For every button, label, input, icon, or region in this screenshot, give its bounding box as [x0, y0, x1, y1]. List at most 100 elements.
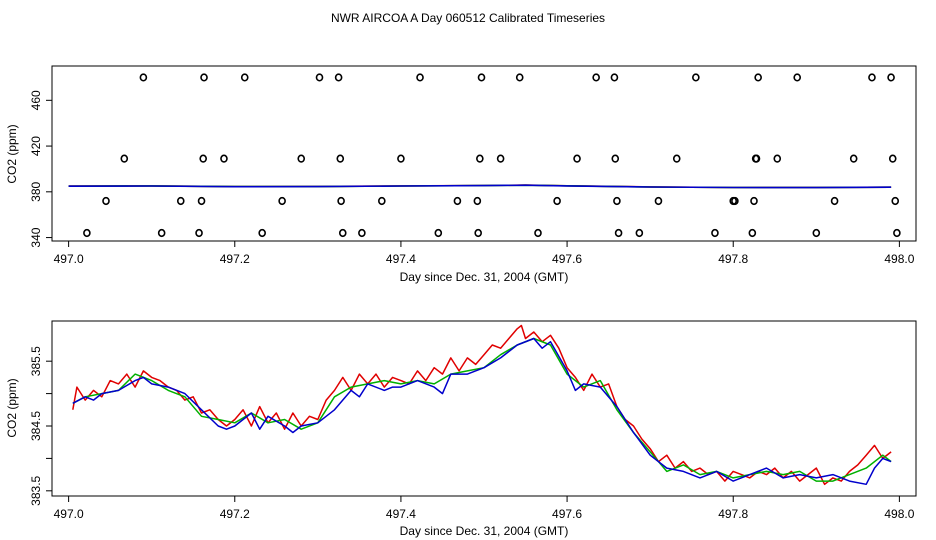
- top-y-tick-label: 380: [29, 181, 43, 201]
- bottom-y-axis-label: CO2 (ppm): [5, 378, 19, 437]
- top-scatter-point: [752, 154, 761, 163]
- bottom-plot-frame: [51, 320, 917, 497]
- top-scatter-point: [553, 196, 561, 206]
- top-x-axis-label: Day since Dec. 31, 2004 (GMT): [400, 270, 569, 284]
- top-scatter-point: [416, 73, 424, 82]
- bottom-series-red: [72, 324, 892, 486]
- bottom-x-tick-label: 497.0: [54, 507, 84, 521]
- top-scatter-point: [139, 73, 148, 82]
- top-scatter-point: [750, 196, 758, 206]
- top-scatter-point: [434, 228, 443, 238]
- top-scatter-point: [573, 154, 581, 163]
- top-scatter-point: [812, 228, 821, 238]
- bottom-y-tick-label: 383.5: [29, 475, 43, 505]
- top-scatter-point: [849, 154, 858, 163]
- top-scatter-point: [337, 196, 345, 206]
- top-scatter-point: [476, 154, 484, 163]
- top-scatter-point: [731, 196, 739, 206]
- top-scatter-point: [592, 73, 600, 82]
- top-scatter-point: [120, 154, 129, 163]
- top-x-tick-label: 497.2: [220, 252, 250, 266]
- top-scatter-point: [891, 196, 900, 206]
- top-scatter-point: [610, 73, 619, 82]
- top-scatter-point: [197, 196, 206, 206]
- top-scatter-point: [220, 154, 228, 163]
- top-scatter-point: [614, 228, 623, 238]
- top-scatter-point: [611, 154, 620, 163]
- top-y-tick-label: 340: [29, 227, 43, 247]
- top-scatter-point: [338, 228, 347, 238]
- top-scatter-point: [336, 154, 345, 163]
- bottom-y-tick-label: 385.5: [29, 346, 43, 376]
- top-scatter-points: [83, 73, 901, 238]
- bottom-y-axis: 383.5 384.5 385.5: [29, 346, 52, 506]
- bottom-x-tick-label: 498.0: [884, 507, 914, 521]
- top-scatter-point: [754, 73, 762, 82]
- top-scatter-point: [176, 196, 185, 206]
- top-scatter-point: [397, 154, 405, 163]
- top-scatter-point: [358, 228, 366, 238]
- bottom-series-lines: [72, 324, 892, 486]
- bottom-x-tick-label: 497.2: [220, 507, 250, 521]
- bottom-series-green: [72, 337, 892, 482]
- bottom-panel: 497.0 497.2 497.4 497.6 497.8 498.0 383.5 384.…: [5, 320, 917, 538]
- top-y-axis-label: CO2 (ppm): [5, 124, 19, 183]
- top-series-blue: [68, 184, 892, 189]
- top-x-tick-label: 498.0: [884, 252, 914, 266]
- top-scatter-point: [278, 196, 286, 206]
- top-panel: 497.0 497.2 497.4 497.6 497.8 498.0 340 380 420…: [5, 65, 917, 284]
- top-scatter-point: [672, 154, 681, 163]
- top-scatter-point: [635, 228, 644, 238]
- top-x-tick-label: 497.0: [54, 252, 84, 266]
- top-plot-frame: [51, 65, 917, 242]
- top-scatter-point: [453, 196, 462, 206]
- top-scatter-point: [83, 228, 91, 238]
- top-y-tick-label: 460: [29, 90, 43, 110]
- top-scatter-point: [613, 196, 621, 206]
- top-scatter-point: [157, 228, 166, 238]
- top-scatter-point: [240, 73, 249, 82]
- bottom-x-axis: 497.0 497.2 497.4 497.6 497.8 498.0: [54, 496, 915, 521]
- top-scatter-point: [773, 154, 782, 163]
- top-scatter-point: [496, 154, 505, 163]
- top-scatter-point: [748, 228, 757, 238]
- top-x-tick-label: 497.8: [718, 252, 748, 266]
- top-scatter-point: [474, 228, 482, 238]
- bottom-x-tick-label: 497.4: [386, 507, 416, 521]
- bottom-y-tick-label: 384.5: [29, 411, 43, 441]
- chart-title: NWR AIRCOA A Day 060512 Calibrated Times…: [331, 11, 605, 25]
- top-scatter-point: [378, 196, 386, 206]
- top-scatter-point: [473, 196, 482, 206]
- top-scatter-point: [477, 73, 486, 82]
- top-x-tick-label: 497.6: [552, 252, 582, 266]
- top-scatter-point: [334, 73, 343, 82]
- top-scatter-point: [893, 228, 901, 238]
- top-scatter-point: [200, 73, 208, 82]
- bottom-x-axis-label: Day since Dec. 31, 2004 (GMT): [400, 524, 569, 538]
- top-scatter-point: [199, 154, 207, 163]
- top-scatter-point: [692, 73, 700, 82]
- top-scatter-point: [830, 196, 839, 206]
- top-x-axis: 497.0 497.2 497.4 497.6 497.8 498.0: [54, 241, 915, 266]
- top-scatter-point: [534, 228, 542, 238]
- bottom-x-tick-label: 497.8: [718, 507, 748, 521]
- top-scatter-point: [654, 196, 663, 206]
- top-series-lines: [68, 184, 892, 189]
- bottom-series-blue: [72, 337, 892, 486]
- top-scatter-point: [887, 73, 895, 82]
- top-scatter-point: [297, 154, 306, 163]
- top-scatter-point: [102, 196, 110, 206]
- bottom-x-tick-label: 497.6: [552, 507, 582, 521]
- top-y-tick-label: 420: [29, 136, 43, 156]
- top-scatter-point: [888, 154, 897, 163]
- top-scatter-point: [793, 73, 802, 82]
- top-scatter-point: [711, 228, 719, 238]
- top-scatter-point: [515, 73, 524, 82]
- top-scatter-point: [315, 73, 324, 82]
- top-y-axis: 340 380 420 460: [29, 90, 52, 248]
- top-scatter-point: [258, 228, 266, 238]
- top-scatter-point: [195, 228, 203, 238]
- top-scatter-point: [868, 73, 876, 82]
- top-x-tick-label: 497.4: [386, 252, 416, 266]
